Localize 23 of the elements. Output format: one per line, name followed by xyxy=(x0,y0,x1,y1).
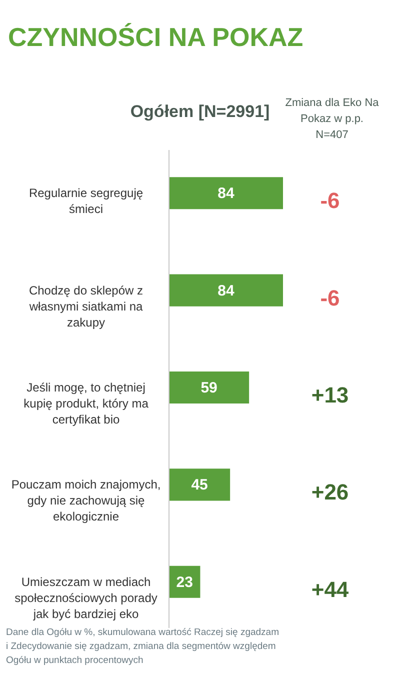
text: +13 xyxy=(311,382,349,408)
text: -6 xyxy=(320,188,340,214)
annotation: Dane dla Ogółu w %, skumulowana wartość Raczej się zgadzam i Zdecydowanie się zgadzam, zmiana dla segmentów względem Ogółu w punktach procentowych xyxy=(6,627,280,666)
data-label: 23 xyxy=(176,574,193,591)
y-tick-label: Jeśli mogę, to chętniej kupię produkt, który ma certyfikat bio xyxy=(24,380,149,426)
text: -6 xyxy=(320,285,340,310)
data-label: 84 xyxy=(218,185,235,202)
bar xyxy=(169,468,230,501)
chart-subtitle: Ogółem [N=2991] xyxy=(130,102,270,121)
text: +44 xyxy=(311,576,350,602)
y-tick-label: Chodzę do sklepów z własnymi siatkami na zakupy xyxy=(28,283,144,330)
bar xyxy=(169,371,250,404)
data-label: 84 xyxy=(218,282,235,300)
text: Zmiana dla Eko Na Pokaz w p.p. N=407 xyxy=(285,97,380,141)
y-tick-label: Pouczam moich znajomych, gdy nie zachowują się ekologicznie xyxy=(11,478,161,524)
bar xyxy=(169,177,283,210)
chart-title: CZYNNOŚCI NA POKAZ xyxy=(8,22,304,52)
bar xyxy=(169,274,283,306)
text: +26 xyxy=(311,480,349,505)
data-label: 45 xyxy=(191,476,208,494)
data-label: 59 xyxy=(200,380,218,396)
y-tick-label: Regularnie segreguję śmieci xyxy=(28,186,144,216)
y-tick-label: Umieszczam w mediach społecznościowych porady jak być bardziej eko xyxy=(14,574,158,621)
